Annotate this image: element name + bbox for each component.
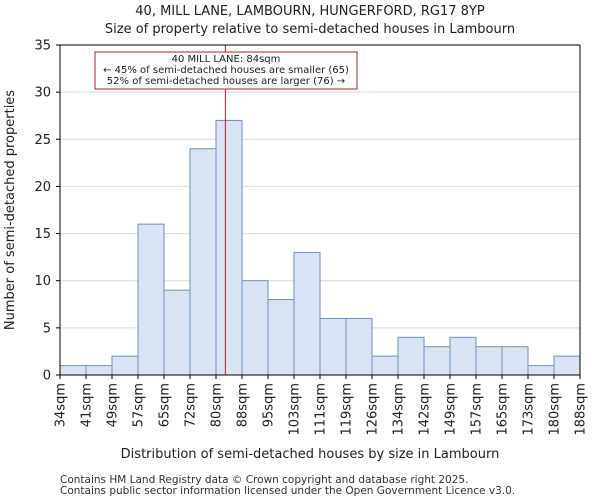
y-tick-label-25: 25 bbox=[34, 133, 51, 148]
x-tick-label-149sqm: 149sqm bbox=[444, 383, 459, 436]
y-tick-label-20: 20 bbox=[34, 180, 51, 195]
x-tick-label-103sqm: 103sqm bbox=[288, 383, 303, 436]
bar-165sqm bbox=[501, 346, 529, 376]
x-tick-label-126sqm: 126sqm bbox=[366, 383, 381, 436]
x-tick-label-34sqm: 34sqm bbox=[54, 383, 69, 427]
bar-57sqm bbox=[137, 223, 165, 376]
bar-80sqm bbox=[215, 119, 243, 376]
footer-line-1: Contains HM Land Registry data © Crown c… bbox=[60, 474, 468, 486]
bar-111sqm bbox=[319, 317, 347, 376]
x-tick-label-95sqm: 95sqm bbox=[262, 383, 277, 427]
y-tick-label-5: 5 bbox=[43, 321, 51, 336]
y-tick-label-0: 0 bbox=[43, 369, 51, 384]
chart-title: 40, MILL LANE, LAMBOURN, HUNGERFORD, RG1… bbox=[135, 4, 485, 19]
bar-119sqm bbox=[345, 317, 373, 376]
bar-126sqm bbox=[371, 355, 399, 376]
bar-41sqm bbox=[85, 365, 113, 376]
bar-72sqm bbox=[189, 148, 217, 376]
bar-95sqm bbox=[267, 299, 295, 376]
property-marker: 40 MILL LANE: 84sqm← 45% of semi-detache… bbox=[94, 45, 358, 375]
x-tick-label-88sqm: 88sqm bbox=[236, 383, 251, 427]
annotation-line-1: 40 MILL LANE: 84sqm bbox=[172, 54, 281, 65]
bar-142sqm bbox=[423, 346, 451, 376]
bar-103sqm bbox=[293, 251, 321, 376]
bar-49sqm bbox=[111, 355, 139, 376]
x-tick-label-188sqm: 188sqm bbox=[574, 383, 589, 436]
bar-34sqm bbox=[59, 365, 87, 376]
bar-180sqm bbox=[553, 355, 581, 376]
bars bbox=[59, 119, 581, 376]
x-tick-label-134sqm: 134sqm bbox=[392, 383, 407, 436]
bar-149sqm bbox=[449, 336, 477, 376]
annotation-box bbox=[94, 51, 358, 90]
bar-173sqm bbox=[527, 365, 555, 376]
y-tick-label-30: 30 bbox=[34, 86, 51, 101]
x-tick-label-57sqm: 57sqm bbox=[132, 383, 147, 427]
x-tick-label-80sqm: 80sqm bbox=[210, 383, 225, 427]
x-tick-label-157sqm: 157sqm bbox=[470, 383, 485, 436]
chart-subtitle: Size of property relative to semi-detach… bbox=[105, 22, 515, 37]
bar-88sqm bbox=[241, 280, 269, 376]
x-tick-label-173sqm: 173sqm bbox=[522, 383, 537, 436]
bar-65sqm bbox=[163, 289, 191, 376]
x-axis-label: Distribution of semi-detached houses by … bbox=[121, 447, 500, 462]
y-tick-labels: 0 5 10 15 20 25 30 35 bbox=[34, 39, 60, 384]
y-tick-label-10: 10 bbox=[34, 274, 51, 289]
annotation-line-2: ← 45% of semi-detached houses are smalle… bbox=[103, 65, 349, 76]
x-tick-label-49sqm: 49sqm bbox=[106, 383, 121, 427]
y-tick-label-35: 35 bbox=[34, 39, 51, 54]
y-axis-label: Number of semi-detached properties bbox=[3, 90, 18, 330]
x-tick-labels: 34sqm 41sqm 49sqm 57sqm 65sqm 72sqm 80sqm 88sqm… bbox=[54, 375, 589, 436]
x-tick-label-111sqm: 111sqm bbox=[314, 383, 329, 436]
bar-134sqm bbox=[397, 336, 425, 376]
x-tick-label-119sqm: 119sqm bbox=[340, 383, 355, 436]
annotation-line-3: 52% of semi-detached houses are larger (… bbox=[107, 76, 345, 87]
x-tick-label-180sqm: 180sqm bbox=[548, 383, 563, 436]
x-tick-label-142sqm: 142sqm bbox=[418, 383, 433, 436]
x-tick-label-41sqm: 41sqm bbox=[80, 383, 95, 427]
bar-157sqm bbox=[475, 346, 503, 376]
footer-line-2: Contains public sector information licen… bbox=[60, 485, 515, 497]
y-tick-label-15: 15 bbox=[34, 227, 51, 242]
x-tick-label-65sqm: 65sqm bbox=[158, 383, 173, 427]
x-tick-label-72sqm: 72sqm bbox=[184, 383, 199, 427]
x-tick-label-165sqm: 165sqm bbox=[496, 383, 511, 436]
